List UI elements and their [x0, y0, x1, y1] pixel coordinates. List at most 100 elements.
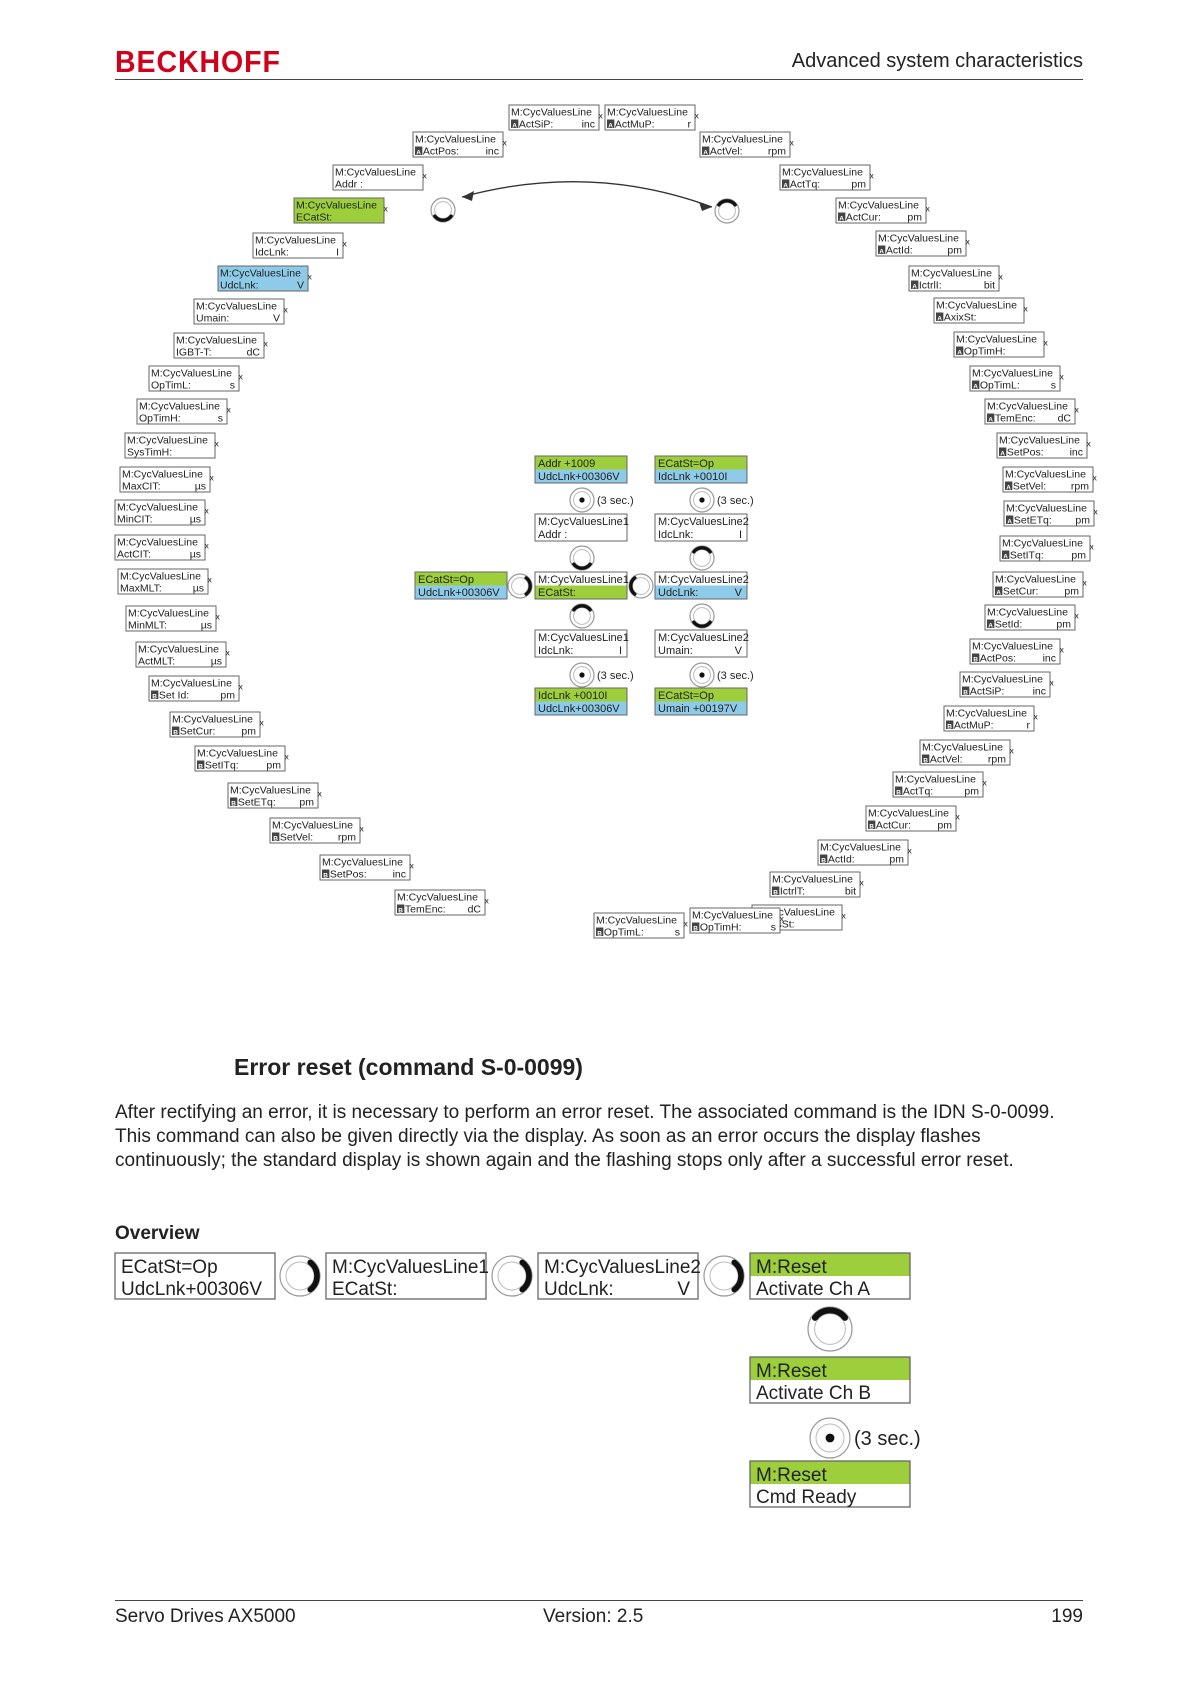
- lcd-line1-text: Addr +1009: [538, 458, 595, 470]
- error-reset-overview-diagram: ECatSt=OpUdcLnk+00306VM:CycValuesLine1EC…: [114, 1252, 921, 1508]
- channel-letter: B: [963, 690, 968, 697]
- lcd-line2-bg: [1000, 548, 1090, 561]
- lcd-line1-text: M:CycValuesLine: [972, 368, 1053, 380]
- channel-letter: A: [608, 123, 613, 130]
- channel-letter: A: [1007, 519, 1012, 526]
- lcd-unit-text: µs: [201, 620, 212, 632]
- knob-inner-ring: [693, 491, 711, 509]
- lcd-line1-bg: [333, 165, 423, 178]
- lcd-frame: [319, 854, 411, 881]
- lcd-line1-bg: [944, 706, 1034, 719]
- lcd-frame: [125, 605, 217, 632]
- lcd-unit-text: pm: [907, 212, 922, 224]
- lcd-line2-text: ActPos:: [423, 146, 459, 158]
- lcd-unit-text: rpm: [338, 832, 356, 844]
- footer-page-number: 199: [1051, 1606, 1083, 1627]
- channel-letter: A: [1006, 485, 1011, 492]
- lcd-line2-text: OpTimH:: [964, 346, 1006, 358]
- lcd-line1-bg: [836, 198, 926, 211]
- lcd-line2-text: UdcLnk:: [544, 1279, 614, 1300]
- section-paragraph: After rectifying an error, it is necessa…: [115, 1102, 1055, 1171]
- lcd-frame: [114, 534, 206, 561]
- ring-menu-item: M:CycValuesLine x Addr :: [332, 164, 428, 191]
- lcd-line1-text: M:CycValuesLine1: [538, 516, 629, 528]
- lcd-line1-bg: [655, 456, 747, 470]
- knob-press-dot: [825, 1433, 835, 1443]
- lcd-line-index: x: [285, 752, 290, 762]
- lcd-line2-text: Addr :: [538, 529, 567, 541]
- lcd-frame: [984, 604, 1076, 631]
- ring-menu-item: M:CycValuesLine x ActMLT: µs: [135, 641, 231, 668]
- lcd-line2-bg: [655, 527, 747, 541]
- lcd-line-index: x: [423, 171, 428, 181]
- lcd-line1-bg: [535, 514, 627, 528]
- lcd-line1-text: M:CycValuesLine: [838, 200, 919, 212]
- lcd-line-index: x: [908, 846, 913, 856]
- lcd-line1-bg: [655, 572, 747, 586]
- lcd-line1-text: M:CycValuesLine: [122, 469, 203, 481]
- channel-letter: A: [957, 350, 962, 357]
- channel-a-icon: [987, 413, 995, 422]
- lcd-line2-text: ECatSt:: [538, 587, 576, 599]
- lcd-line1-text: M:Reset: [756, 1257, 827, 1278]
- lcd-frame: [749, 1460, 911, 1508]
- lcd-line2-bg: [115, 547, 205, 560]
- lcd-unit-text: s: [771, 922, 776, 934]
- channel-letter: A: [703, 150, 708, 157]
- hold-duration-label: (3 sec.): [854, 1428, 921, 1450]
- lcd-line-index: x: [842, 911, 847, 921]
- lcd-line2-bg: [909, 278, 999, 291]
- lcd-line1-text: M:CycValuesLine: [196, 301, 277, 313]
- lcd-line-index: x: [1010, 746, 1015, 756]
- lcd-unit-text: pm: [1064, 586, 1079, 598]
- lcd-unit-text: bit: [984, 280, 995, 292]
- lcd-line1-text: M:CycValuesLine: [117, 502, 198, 514]
- lcd-line2-text: SetITq:: [1010, 550, 1044, 562]
- lcd-line1-text: IdcLnk +0010I: [538, 690, 607, 702]
- lcd-frame: [534, 629, 628, 658]
- lcd-frame: [835, 197, 927, 224]
- ring-menu-item: M:CycValuesLine x B Set Id: pm: [148, 675, 244, 702]
- ring-menu-item: M:CycValuesLine x B OpTimL: s: [593, 912, 689, 939]
- channel-b-icon: [772, 886, 780, 895]
- lcd-line-index: x: [205, 541, 210, 551]
- lcd-line2-text: MinCIT:: [117, 514, 153, 526]
- lcd-frame: [252, 232, 344, 259]
- lcd-unit-text: pm: [964, 786, 979, 798]
- channel-b-icon: [946, 720, 954, 729]
- lcd-frame: [117, 568, 209, 595]
- lcd-line2-text: IdcLnk:: [658, 529, 693, 541]
- channel-a-icon: [995, 586, 1003, 595]
- lcd-line-index: x: [343, 239, 348, 249]
- knob-inner-ring: [573, 491, 591, 509]
- arrow-head-left-icon: [462, 191, 474, 201]
- lcd-line2-text: UdcLnk:: [658, 587, 698, 599]
- lcd-line2-text: Activate Ch B: [756, 1383, 871, 1404]
- ring-menu-item: M:CycValuesLine x A ActCur: pm: [835, 197, 931, 224]
- lcd-line2-text: ActCur:: [876, 820, 911, 832]
- channel-letter: B: [273, 836, 278, 843]
- lcd-line1-bg: [1003, 467, 1093, 480]
- channel-b-icon: [397, 904, 405, 913]
- press-knob-icon: [569, 662, 595, 688]
- lcd-line1-bg: [320, 855, 410, 868]
- lcd-line2-text: IctrlT:: [780, 886, 805, 898]
- lcd-line2-bg: [294, 210, 384, 223]
- lcd-line2-bg: [149, 378, 239, 391]
- knob-press-dot: [579, 672, 585, 678]
- section-title: Error reset (command S-0-0099): [234, 1054, 583, 1080]
- lcd-line2-text: UdcLnk+00306V: [418, 587, 500, 599]
- channel-letter: A: [783, 183, 788, 190]
- lcd-frame: [136, 398, 228, 425]
- lcd-line-index: x: [205, 506, 210, 516]
- lcd-line2-text: Activate Ch A: [756, 1279, 870, 1300]
- ring-menu-item: M:CycValuesLine x A ActTq: pm: [779, 164, 875, 191]
- lcd-frame: [749, 1356, 911, 1404]
- knob-inner-ring: [693, 549, 711, 567]
- channel-a-icon: [987, 619, 995, 628]
- lcd-line2-bg: [750, 1380, 910, 1403]
- lcd-line-index: x: [1094, 507, 1099, 517]
- lcd-unit-text: dC: [468, 904, 482, 916]
